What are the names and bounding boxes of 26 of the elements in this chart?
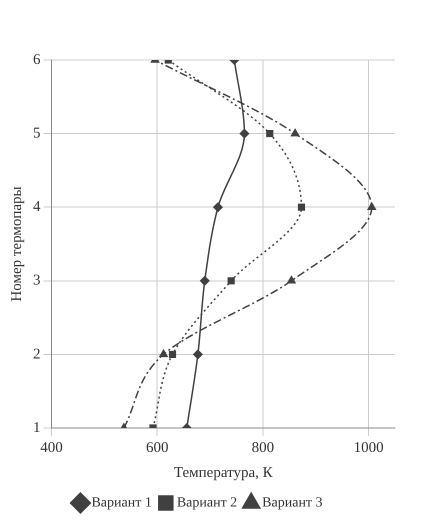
- point: [368, 202, 376, 210]
- point: [168, 350, 176, 358]
- point: [193, 350, 203, 360]
- y-tick-label: 1: [33, 420, 40, 436]
- point: [200, 276, 210, 286]
- point: [298, 204, 306, 211]
- y-tick-label: 5: [33, 126, 40, 142]
- legend-label: Вариант 3: [262, 496, 323, 511]
- point: [287, 276, 296, 284]
- x-tick-label: 800: [252, 440, 274, 456]
- point: [266, 130, 274, 138]
- legend-label: Вариант 1: [91, 496, 152, 511]
- point: [228, 277, 235, 284]
- x-tick-label: 600: [146, 440, 168, 456]
- point: [213, 202, 223, 212]
- legend-label: Вариант 2: [176, 496, 238, 511]
- x-axis-title: Температура, К: [174, 464, 274, 481]
- x-tick-label: 1000: [354, 440, 384, 456]
- y-tick-label: 6: [33, 52, 41, 68]
- point: [240, 128, 250, 138]
- y-tick-label: 4: [33, 199, 41, 216]
- point: [159, 350, 168, 358]
- y-tick-label: 2: [33, 346, 40, 362]
- y-axis-title: Номер термопары: [8, 186, 25, 302]
- y-tick-label: 3: [33, 272, 40, 289]
- x-tick-label: 400: [40, 440, 63, 456]
